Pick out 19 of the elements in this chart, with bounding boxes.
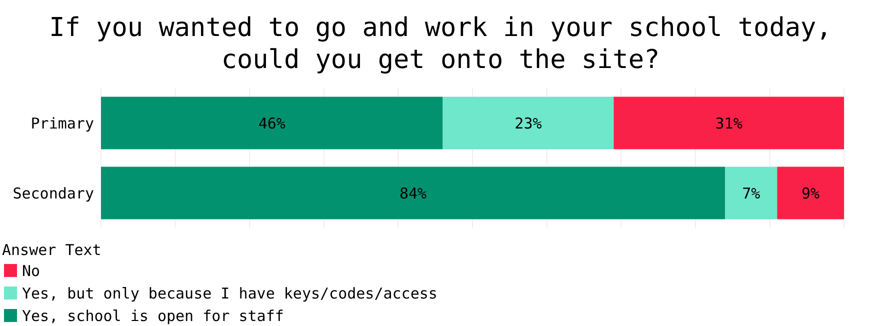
data-label: 46% — [258, 114, 286, 132]
y-tick-label: Primary — [30, 114, 94, 132]
bar — [725, 166, 778, 220]
legend-label: Yes, school is open for staff — [22, 306, 284, 325]
bar — [101, 166, 726, 220]
bar — [614, 96, 844, 150]
chart-title: If you wanted to go and work in your school today, could you get onto the site? — [49, 13, 832, 75]
bar — [442, 96, 614, 150]
data-label: 7% — [742, 184, 760, 202]
legend-label: Yes, but only because I have keys/codes/access — [22, 284, 438, 302]
data-label: 31% — [715, 114, 742, 132]
data-label: 23% — [514, 114, 542, 132]
y-tick-label: Secondary — [12, 184, 94, 202]
data-label: 9% — [802, 184, 820, 202]
data-label: 84% — [400, 184, 427, 202]
bar — [101, 96, 443, 150]
legend-label: No — [22, 262, 40, 280]
legend-title: Answer Text — [2, 241, 102, 259]
bar — [777, 166, 844, 220]
